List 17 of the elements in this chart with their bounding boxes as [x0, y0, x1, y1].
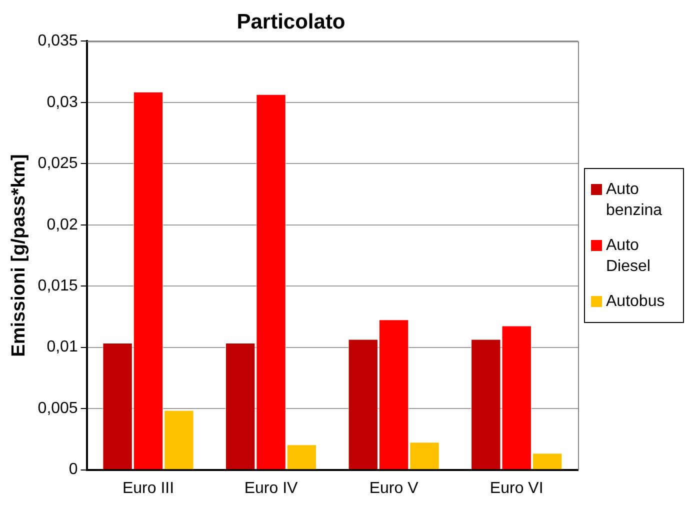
x-tick-label: Euro VI — [490, 480, 544, 497]
y-tick-label: 0,02 — [46, 216, 78, 234]
y-axis-title: Emissioni [g/pass*km] — [8, 154, 30, 357]
y-tick-label: 0 — [68, 461, 78, 478]
chart-title: Particolato — [236, 10, 346, 34]
y-tick-label: 0,025 — [38, 155, 78, 172]
legend-label: Auto Diesel — [606, 236, 652, 277]
legend-label: Autobus — [606, 292, 665, 312]
x-tick-label: Euro IV — [244, 480, 298, 497]
y-tick-label: 0,015 — [38, 278, 78, 295]
y-tick-label: 0,01 — [46, 338, 78, 356]
y-tick-label: 0,005 — [38, 400, 78, 417]
legend-label: Auto benzina — [606, 180, 664, 221]
y-tick-label: 0,03 — [46, 94, 78, 111]
x-tick-label: Euro V — [369, 480, 419, 497]
y-tick-label: 0,035 — [38, 32, 78, 50]
x-tick-label: Euro III — [122, 480, 174, 497]
